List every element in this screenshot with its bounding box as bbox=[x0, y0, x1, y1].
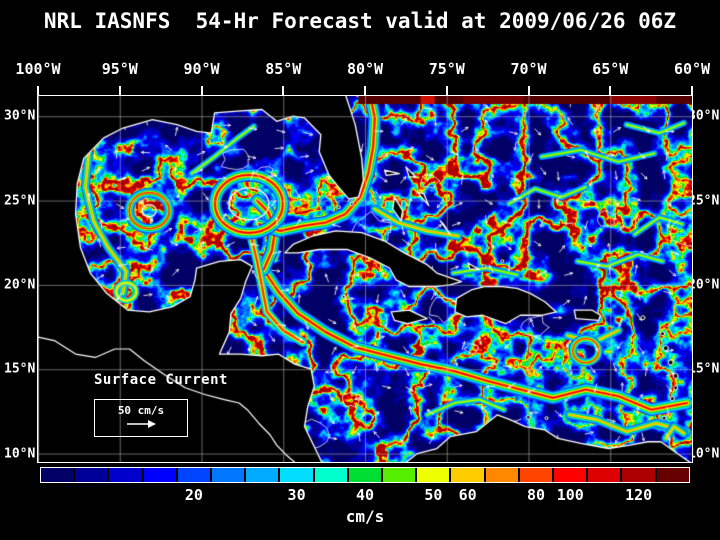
colorbar-segment bbox=[622, 468, 655, 482]
colorbar bbox=[40, 467, 690, 483]
colorbar-labels: 20 30 40 50 60 80 100 120 bbox=[40, 486, 690, 504]
colorbar-segment bbox=[75, 468, 108, 482]
longitude-axis: 100°W 95°W 90°W 85°W 80°W 75°W 70°W 65°W 60°W bbox=[15, 60, 710, 80]
colorbar-segment bbox=[143, 468, 176, 482]
latitude-label: 30°N bbox=[4, 108, 36, 124]
colorbar-segment bbox=[554, 468, 587, 482]
scale-arrow-icon bbox=[127, 420, 156, 428]
current-map-canvas bbox=[38, 96, 692, 462]
longitude-label: 60°W bbox=[673, 60, 711, 78]
latitude-axis-right: 30°N 25°N 20°N 15°N 10°N bbox=[688, 96, 720, 462]
latitude-label: 30°N bbox=[688, 108, 720, 124]
longitude-label: 65°W bbox=[592, 60, 629, 78]
colorbar-segment bbox=[588, 468, 621, 482]
longitude-tick bbox=[200, 86, 203, 95]
colorbar-segment bbox=[246, 468, 279, 482]
colorbar-tick-label: 30 bbox=[287, 486, 306, 504]
latitude-label: 25°N bbox=[688, 193, 720, 209]
latitude-label: 20°N bbox=[688, 277, 720, 293]
scale-box: 50 cm/s bbox=[94, 399, 188, 437]
legend-title: Surface Current bbox=[94, 372, 228, 388]
colorbar-tick-label: 100 bbox=[556, 486, 584, 504]
colorbar-segment bbox=[417, 468, 450, 482]
colorbar-segment bbox=[212, 468, 245, 482]
latitude-label: 25°N bbox=[4, 193, 36, 209]
longitude-label: 70°W bbox=[510, 60, 547, 78]
longitude-label: 90°W bbox=[183, 60, 220, 78]
colorbar-tick-label: 50 bbox=[424, 486, 443, 504]
colorbar-units: cm/s bbox=[345, 507, 385, 526]
colorbar-segment bbox=[348, 468, 382, 482]
colorbar-segment bbox=[280, 468, 313, 482]
colorbar-segment bbox=[383, 468, 416, 482]
longitude-label: 95°W bbox=[101, 60, 138, 78]
colorbar-tick-label: 80 bbox=[527, 486, 546, 504]
colorbar-segment bbox=[656, 468, 689, 482]
latitude-label: 10°N bbox=[688, 446, 720, 462]
latitude-label: 15°N bbox=[688, 361, 720, 377]
longitude-tick bbox=[445, 86, 448, 95]
latitude-label: 15°N bbox=[4, 361, 36, 377]
latitude-label: 10°N bbox=[4, 446, 36, 462]
colorbar-segment bbox=[177, 468, 211, 482]
colorbar-segment bbox=[314, 468, 347, 482]
map-frame: Surface Current 50 cm/s bbox=[37, 95, 693, 463]
longitude-label: 75°W bbox=[428, 60, 465, 78]
colorbar-tick-label: 20 bbox=[184, 486, 203, 504]
longitude-tick bbox=[364, 86, 366, 95]
longitude-tick bbox=[609, 86, 612, 95]
longitude-ticks bbox=[37, 86, 693, 95]
colorbar-segment bbox=[451, 468, 484, 482]
longitude-tick bbox=[118, 86, 121, 95]
colorbar-segment bbox=[519, 468, 553, 482]
longitude-label: 100°W bbox=[15, 60, 61, 78]
latitude-axis-left: 30°N 25°N 20°N 15°N 10°N bbox=[4, 96, 38, 462]
colorbar-tick-label: 40 bbox=[355, 486, 375, 504]
longitude-tick bbox=[527, 86, 530, 95]
longitude-tick bbox=[37, 86, 39, 95]
longitude-label: 80°W bbox=[346, 60, 384, 78]
colorbar-segment bbox=[109, 468, 142, 482]
plot-title: NRL IASNFS 54-Hr Forecast valid at 2009/… bbox=[43, 9, 677, 33]
longitude-tick bbox=[282, 86, 285, 95]
colorbar-segment bbox=[41, 468, 74, 482]
longitude-label: 85°W bbox=[265, 60, 302, 78]
colorbar-tick-label: 120 bbox=[625, 486, 653, 504]
colorbar-tick-label: 60 bbox=[458, 486, 477, 504]
longitude-tick bbox=[691, 86, 693, 95]
latitude-label: 20°N bbox=[4, 277, 36, 293]
scale-text: 50 cm/s bbox=[117, 404, 165, 417]
colorbar-segment bbox=[485, 468, 518, 482]
